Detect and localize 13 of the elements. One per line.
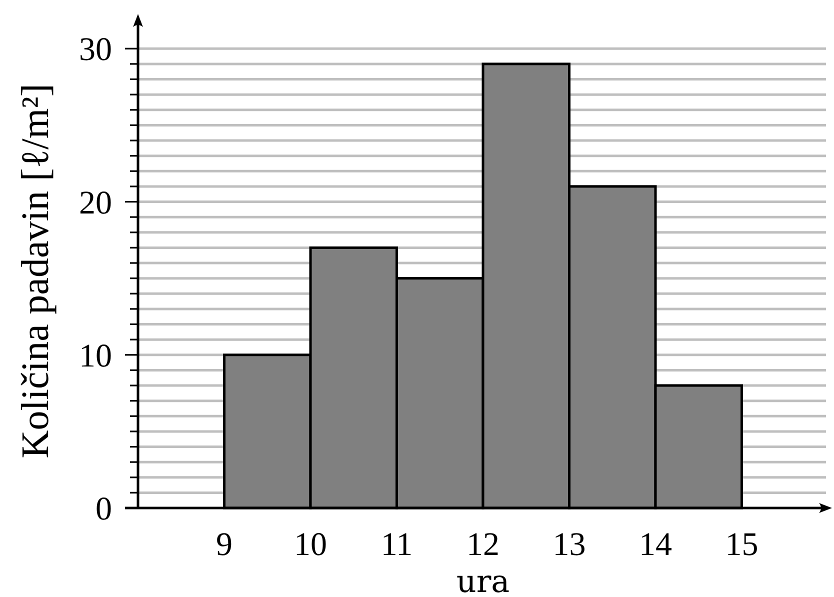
y-tick-label: 0 [96,492,112,528]
y-tick-label: 10 [79,338,112,374]
x-tick-label: 11 [380,527,413,563]
x-tick-label: 10 [294,527,327,563]
x-axis-title: ura [456,564,510,597]
y-tick-label: 30 [79,32,112,68]
x-tick-label: 15 [725,527,758,563]
x-tick-label: 14 [639,527,672,563]
y-axis-title: Količina padavin [ℓ/m²] [14,84,57,458]
y-tick-label: 20 [79,185,112,222]
x-tick-label: 9 [216,527,232,563]
x-tick-label: 13 [552,527,586,563]
x-tick-label: 12 [466,527,500,563]
